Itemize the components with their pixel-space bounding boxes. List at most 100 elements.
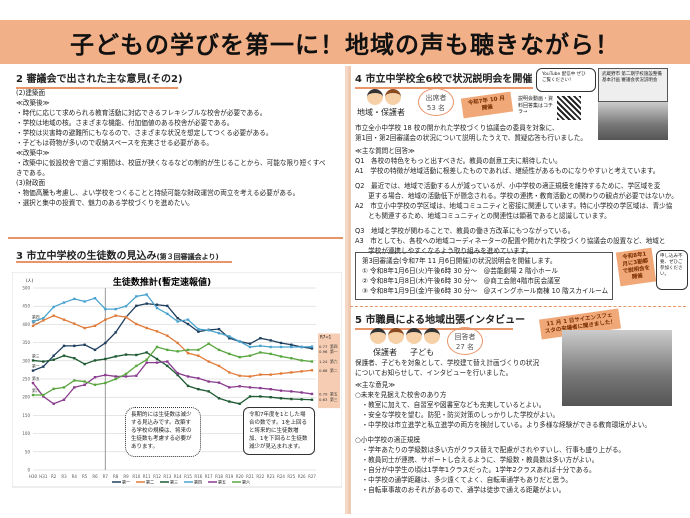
- text-line: ≪主な意見≫: [355, 381, 396, 389]
- data-point: [83, 343, 86, 346]
- ratio-label: 0.63: [319, 397, 328, 402]
- text-line: 学校が連携しやすくなるよう取り組みを進めています。: [355, 247, 533, 255]
- data-point: [259, 395, 262, 398]
- data-point: [124, 353, 128, 356]
- data-point: [290, 357, 293, 360]
- x-tick-label: R8: [113, 474, 119, 479]
- data-point: [217, 397, 221, 400]
- data-point: [124, 315, 128, 319]
- legend-label: 第六: [242, 479, 250, 485]
- y-tick-label: 350: [22, 340, 30, 345]
- data-point: [52, 387, 55, 391]
- data-point: [83, 383, 86, 387]
- x-tick-label: R12: [153, 474, 161, 479]
- y-tick-label: 200: [22, 395, 30, 400]
- divider: [350, 306, 686, 307]
- data-point: [83, 300, 86, 303]
- x-tick-label: R2: [51, 474, 57, 479]
- series-line-1: [32, 314, 313, 378]
- data-point: [73, 379, 76, 382]
- text-line: ・物価高騰も考慮し、よい学校をつくることと持続可能な財政運営の両立を考える必要が…: [16, 189, 300, 197]
- people-illustration: [370, 328, 442, 348]
- x-tick-label: R26: [298, 474, 306, 479]
- data-point: [93, 296, 97, 300]
- data-point: [93, 359, 97, 362]
- y-tick-label: 400: [22, 322, 30, 327]
- data-point: [176, 371, 179, 375]
- respondent-label: 回答者: [454, 333, 476, 341]
- text-line: A1 学校の特徴が地域活動に根差したものであれば、継続性があるものになりやすいと…: [355, 167, 660, 175]
- text-line: A2 市立小中学校の学区域は、地域コミュニティと密接に関連しています。特に小学校…: [355, 202, 673, 210]
- qr-code[interactable]: [557, 96, 581, 120]
- data-point: [186, 318, 190, 321]
- data-point: [186, 375, 190, 378]
- data-point: [269, 352, 272, 356]
- data-point: [31, 324, 35, 328]
- text-line: ≪主な質問と回答≫: [355, 147, 415, 155]
- data-point: [155, 303, 159, 306]
- data-point: [52, 305, 55, 309]
- chart-note-ratio: 令和7年度を1とした場合の数です。1を上回ると将来的に生徒数増加、1を下回ると生…: [243, 407, 315, 455]
- data-point: [248, 375, 252, 378]
- people-illustration: [367, 89, 403, 109]
- data-point: [83, 326, 86, 330]
- x-tick-label: R14: [174, 474, 182, 479]
- data-point: [176, 350, 179, 353]
- x-tick-label: R15: [184, 474, 192, 479]
- data-point: [166, 348, 169, 352]
- x-tick-label: R9: [123, 474, 129, 479]
- data-point: [73, 344, 76, 348]
- data-point: [83, 380, 86, 383]
- data-point: [62, 344, 66, 348]
- data-point: [52, 354, 55, 357]
- data-point: [248, 386, 252, 389]
- section3-title-text: 3 市立中学校の生徒数の見込み: [16, 251, 157, 262]
- data-point: [31, 393, 35, 397]
- text-line: (3)財政面: [16, 179, 46, 187]
- text-line: 保護者、子どもを対象として、学校建て替え計画づくりの状況: [355, 359, 540, 367]
- slide-thumbnail: 武蔵野市 第二期学校施設整備基本計画 審議会状況説明会: [598, 68, 668, 102]
- x-tick-label: H30: [29, 474, 38, 479]
- data-point: [269, 373, 272, 376]
- data-point: [145, 361, 148, 364]
- data-point: [207, 390, 210, 393]
- data-point: [290, 390, 293, 393]
- x-tick-label: R3: [61, 474, 67, 479]
- data-point: [217, 348, 221, 352]
- data-point: [52, 314, 55, 317]
- data-point: [155, 345, 159, 349]
- data-point: [104, 381, 107, 385]
- attendee-count: 出席者 53 名: [418, 88, 454, 116]
- text-line: ○未来を見据えた校舎のあり方: [355, 391, 447, 399]
- legend-label: 第三: [170, 479, 178, 485]
- ratio-label: 0.96: [319, 349, 328, 354]
- series-line-4: [32, 360, 313, 405]
- section4-qa: ≪主な質問と回答≫ Q1 各校の特色をもっと出すべきだ。教員の創意工夫に期待したい…: [355, 146, 678, 256]
- section4-intro: 市立全小中学校 18 校の開かれた学校づくり協議会の委員を対象に、 第1回・第2回…: [355, 123, 587, 143]
- start-series-label: 第二: [32, 319, 40, 324]
- person-icon: [370, 328, 386, 344]
- start-series-label: 第五: [32, 376, 40, 381]
- text-line: ・学年あたりの学級数は多い方がクラス替えで配慮がされやすいし、行事も盛り上がる。: [355, 446, 626, 454]
- text-line: 市立全小中学校 18 校の開かれた学校づくり協議会の委員を対象に、: [355, 124, 559, 132]
- text-line: きである。: [16, 169, 49, 177]
- end-series-label: 第四: [330, 344, 338, 349]
- x-tick-label: R19: [225, 474, 233, 479]
- data-point: [176, 373, 179, 377]
- end-series-label: 第二: [330, 368, 338, 373]
- data-point: [166, 304, 169, 308]
- data-point: [217, 327, 221, 331]
- no-registration-bubble: 申し込み不要、ぜひご参加ください。: [656, 250, 688, 290]
- y-tick-label: 300: [22, 358, 30, 363]
- data-point: [186, 351, 190, 355]
- data-point: [42, 360, 45, 363]
- data-point: [52, 402, 55, 405]
- session-schedule-box: 第3回審議会(令和7年 11 月6日開催)の状況説明会を開催します。 ① 令和8年…: [355, 252, 613, 300]
- data-point: [300, 370, 303, 373]
- data-point: [279, 389, 283, 392]
- data-point: [42, 319, 45, 322]
- parent-label: 保護者: [373, 348, 397, 357]
- data-point: [104, 318, 107, 321]
- chart-note-longterm: 長期的には生徒数は減少する見込みです。改築する学校の規模は、将来の生徒数も考慮す…: [125, 407, 201, 457]
- data-point: [42, 317, 45, 320]
